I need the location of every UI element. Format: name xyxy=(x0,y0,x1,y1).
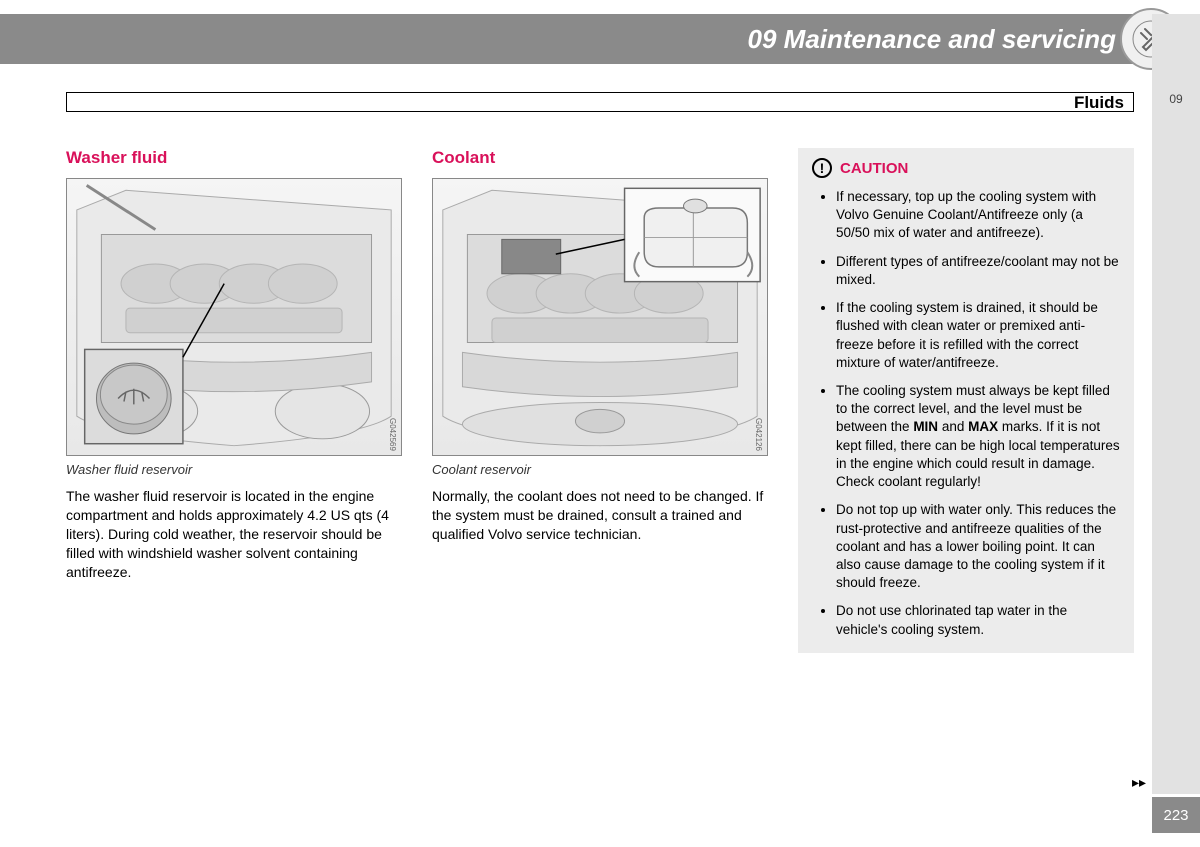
washer-fluid-figure: G042569 xyxy=(66,178,402,456)
caution-item: Different types of antifreeze/coolant ma… xyxy=(836,253,1120,289)
continue-arrow-icon: ▸▸ xyxy=(1132,774,1146,791)
coolant-heading: Coolant xyxy=(432,148,768,168)
figure-id-label: G042569 xyxy=(388,418,397,451)
caution-item: Do not use chlorinated tap water in the … xyxy=(836,602,1120,638)
column-washer-fluid: Washer fluid G042569 xyxy=(66,148,402,653)
column-caution: ! CAUTION If necessary, top up the cooli… xyxy=(798,148,1134,653)
caution-item: Do not top up with water only. This redu… xyxy=(836,501,1120,592)
caution-title: CAUTION xyxy=(840,160,908,177)
side-tab-label: 09 xyxy=(1152,92,1200,106)
chapter-header-bar: 09 Maintenance and servicing xyxy=(0,14,1134,64)
coolant-figure: G042126 xyxy=(432,178,768,456)
caution-item: The cooling system must always be kept f… xyxy=(836,382,1120,491)
side-tab: 09 xyxy=(1152,14,1200,794)
washer-fluid-body: The washer fluid reservoir is located in… xyxy=(66,487,402,581)
washer-fluid-heading: Washer fluid xyxy=(66,148,402,168)
caution-header: ! CAUTION xyxy=(812,158,1120,178)
caution-list: If necessary, top up the cooling system … xyxy=(812,188,1120,639)
caution-item: If necessary, top up the cooling system … xyxy=(836,188,1120,243)
caution-box: ! CAUTION If necessary, top up the cooli… xyxy=(798,148,1134,653)
caution-item: If the cooling system is drained, it sho… xyxy=(836,299,1120,372)
coolant-caption: Coolant reservoir xyxy=(432,462,768,477)
section-title: Fluids xyxy=(1074,93,1124,113)
section-title-frame: Fluids xyxy=(66,92,1134,112)
chapter-title: 09 Maintenance and servicing xyxy=(748,24,1116,55)
figure-id-label: G042126 xyxy=(754,418,763,451)
caution-icon: ! xyxy=(812,158,832,178)
page-number: 223 xyxy=(1152,797,1200,833)
content-columns: Washer fluid G042569 xyxy=(66,148,1134,653)
column-coolant: Coolant xyxy=(432,148,768,653)
washer-fluid-caption: Washer fluid reservoir xyxy=(66,462,402,477)
coolant-body: Normally, the coolant does not need to b… xyxy=(432,487,768,544)
